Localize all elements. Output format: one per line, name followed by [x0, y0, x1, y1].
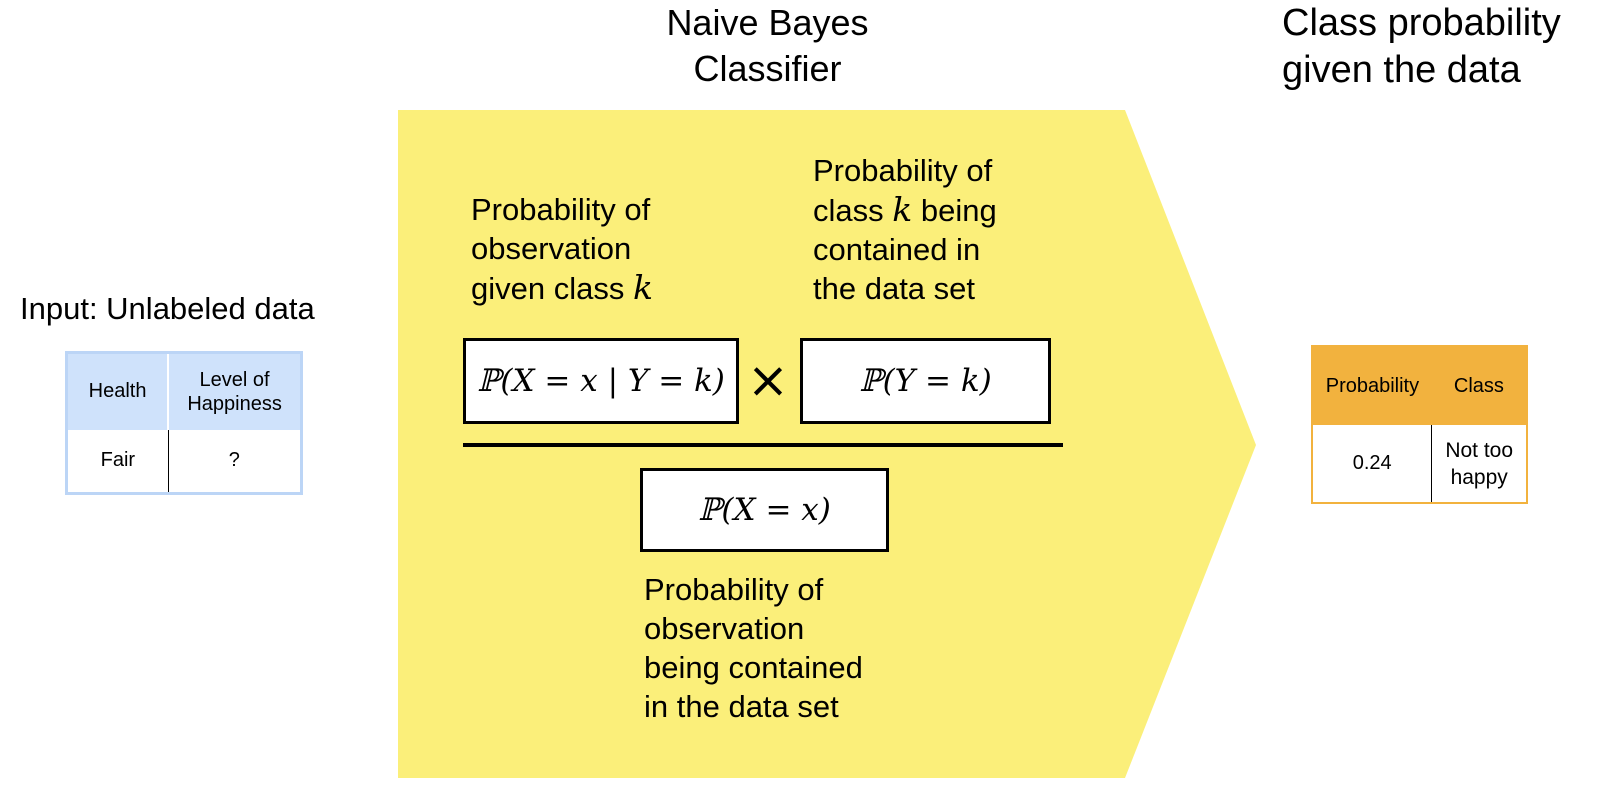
output-header-class: Class [1453, 374, 1504, 397]
prior-label: Probability of class k being contained i… [813, 151, 1073, 308]
likelihood-formula: ℙ(X = x | Y = k) [477, 363, 725, 399]
evidence-label-line4: in the data set [644, 689, 839, 724]
output-table-row: 0.24 Not too happy [1312, 425, 1527, 503]
output-header-probability: Probability [1325, 374, 1420, 397]
likelihood-formula-box: ℙ(X = x | Y = k) [463, 338, 739, 424]
input-header-health: Health [66, 352, 170, 430]
output-cell-class: Not too happy [1445, 438, 1514, 489]
k-symbol: k [632, 268, 653, 307]
prior-label-line1: Probability of [813, 153, 993, 188]
likelihood-label-line3: given class k [471, 268, 751, 308]
prior-formula-box: ℙ(Y = k) [800, 338, 1051, 424]
prior-label-line2: class k being [813, 190, 1073, 230]
evidence-label-line1: Probability of [644, 572, 824, 607]
input-table-row: Fair ? [66, 429, 302, 494]
input-cell-happiness: ? [228, 449, 240, 472]
classifier-title-line1: Naive Bayes [666, 2, 869, 43]
output-title-line2: given the data [1282, 49, 1521, 91]
prior-formula: ℙ(Y = k) [859, 363, 992, 399]
prior-label-line4: the data set [813, 271, 976, 306]
prior-label-line3: contained in [813, 232, 981, 267]
output-title: Class probability given the data [1282, 0, 1612, 94]
input-table: Health Level of Happiness Fair ? [65, 351, 303, 495]
evidence-label-line3: being contained [644, 650, 863, 685]
input-cell-health: Fair [66, 429, 169, 494]
input-table-header-row: Health Level of Happiness [66, 352, 302, 430]
evidence-formula-box: ℙ(X = x) [640, 468, 889, 552]
likelihood-label-line2: observation [471, 231, 632, 266]
likelihood-label-line1: Probability of [471, 192, 651, 227]
input-header-happiness: Level of Happiness [187, 368, 282, 415]
evidence-formula: ℙ(X = x) [698, 492, 831, 528]
classifier-title-line2: Classifier [693, 48, 842, 89]
output-cell-probability: 0.24 [1312, 425, 1433, 503]
classifier-title: Naive Bayes Classifier [600, 0, 935, 92]
output-table-header-row: Probability Class [1312, 346, 1527, 425]
input-title: Input: Unlabeled data [20, 291, 315, 326]
output-title-line1: Class probability [1282, 2, 1561, 44]
likelihood-label-line3-text: given class [471, 271, 625, 306]
output-table: Probability Class 0.24 Not too happy [1311, 345, 1528, 504]
times-symbol: × [747, 351, 789, 409]
k-symbol: k [892, 190, 913, 229]
evidence-label-line2: observation [644, 611, 805, 646]
prior-label-line2-a: class [813, 193, 884, 228]
evidence-label: Probability of observation being contain… [644, 570, 934, 726]
likelihood-label: Probability of observation given class k [471, 190, 751, 308]
prior-label-line2-b: being [920, 193, 997, 228]
